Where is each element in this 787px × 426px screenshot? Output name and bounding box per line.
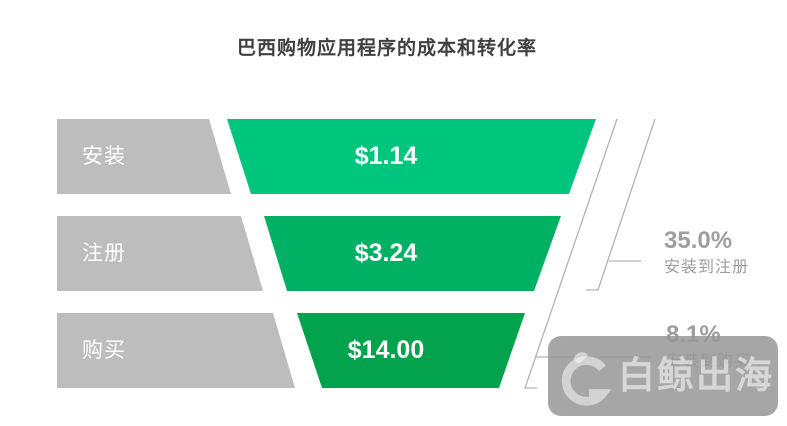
stage-label-shape-purchase [57, 313, 295, 388]
funnel-segment-purchase [297, 313, 525, 388]
stage-cost-purchase: $14.00 [347, 336, 425, 364]
guide-line-install-to-purchase [524, 118, 618, 389]
stage-label-purchase: 购买 [82, 339, 126, 362]
stage-label-shape-register [57, 216, 263, 291]
chart-title: 巴西购物应用程序的成本和转化率 [236, 38, 537, 59]
stage-label-install: 安装 [82, 145, 126, 168]
whale-logo-icon [561, 352, 612, 406]
stage-label-shape-install [57, 119, 231, 194]
stage-label-register: 注册 [82, 242, 126, 265]
conversion-install-to-register: 35.0% 安装到注册 [664, 227, 749, 279]
funnel-segment-register [264, 216, 561, 291]
stage-cost-register: $3.24 [354, 239, 418, 267]
guide-line-install-to-register [586, 118, 656, 291]
conversion-label: 安装到注册 [664, 259, 750, 276]
funnel-segment-install [227, 119, 596, 194]
watermark: 白鲸出海 [548, 336, 778, 416]
stage-cost-install: $1.14 [354, 142, 418, 170]
conversion-value: 35.0% [664, 227, 733, 254]
watermark-text: 白鲸出海 [618, 355, 774, 396]
